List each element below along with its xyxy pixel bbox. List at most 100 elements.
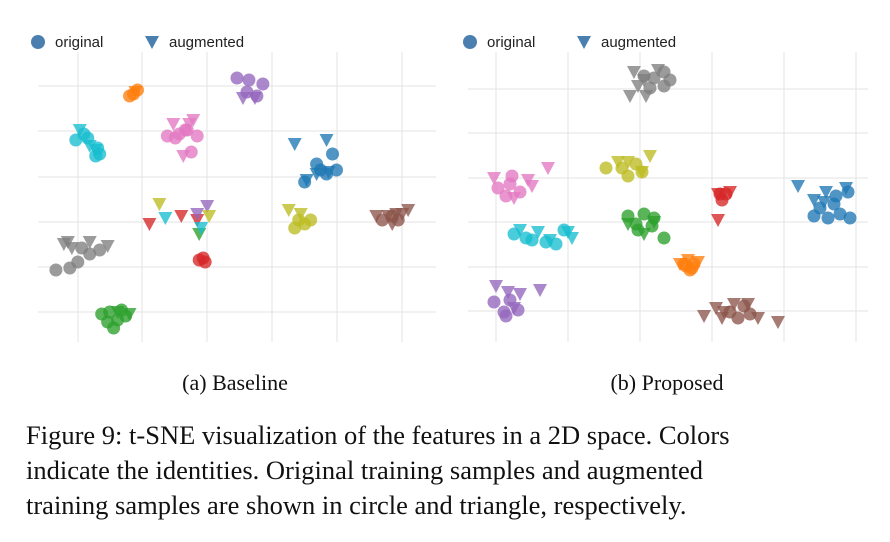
baseline-original-point-g2-4: [107, 321, 121, 335]
baseline-original-point-g1-2: [123, 89, 137, 103]
proposed-original-point-g6-0: [491, 181, 505, 195]
proposed-augmented-point-g7-2: [623, 90, 637, 103]
proposed-original-point-g9-0: [507, 227, 521, 241]
proposed-legend-circle-icon: [463, 35, 477, 49]
baseline-original-point-g2-1: [103, 305, 117, 319]
proposed-augmented-point-g6-0: [487, 172, 501, 185]
proposed-augmented-point-g4-2: [513, 288, 527, 301]
proposed-augmented-point-g8-1: [621, 156, 635, 169]
baseline-augmented-point-g7-4: [60, 236, 75, 249]
baseline-original-point-g8-3: [304, 213, 318, 227]
proposed-original-point-g2-0: [621, 209, 635, 223]
baseline-original-point-g2-6: [115, 303, 129, 317]
baseline-augmented-point-g4-2: [190, 208, 205, 221]
proposed-original-point-g4-0: [487, 295, 501, 309]
proposed-augmented-point-g0-2: [819, 186, 833, 199]
baseline-grid: [38, 52, 436, 342]
proposed-augmented-point-g7-0: [627, 66, 641, 79]
proposed-augmented-point-g8-2: [643, 150, 657, 163]
proposed-legend-original: original: [487, 34, 535, 51]
proposed-original-point-g9-4: [549, 237, 563, 251]
proposed-augmented-point-g4-3: [533, 284, 547, 297]
proposed-augmented-point-g4-1: [501, 286, 515, 299]
proposed-original-point-g0-2: [841, 185, 855, 199]
proposed-original-point-g4-2: [511, 303, 525, 317]
proposed-legend: original augmented: [463, 34, 676, 51]
proposed-original-point-g5-2: [731, 311, 745, 325]
proposed-original-point-g2-5: [629, 217, 643, 231]
baseline-augmented-point-g9-3: [158, 212, 173, 225]
caption-line-2: indicate the identities. Original traini…: [26, 455, 704, 485]
baseline-legend-augmented: augmented: [169, 34, 244, 51]
proposed-augmented-point-g8-0: [611, 156, 625, 169]
baseline-original-point-g4-2: [256, 77, 270, 91]
baseline-augmented-point-g4-3: [200, 200, 215, 213]
baseline-original-point-g4-1: [242, 73, 256, 87]
proposed-augmented-point-g5-6: [771, 316, 785, 329]
proposed-original-point-g6-2: [513, 185, 527, 199]
proposed-original-point-g5-3: [743, 307, 757, 321]
baseline-original-point-g0-3: [330, 163, 343, 177]
proposed-original-point-g2-6: [647, 211, 661, 225]
proposed-augmented-point-g7-5: [631, 80, 645, 93]
proposed-original-point-g2-4: [657, 231, 671, 245]
proposed-original-point-g4-4: [497, 305, 511, 319]
baseline-original-point-g0-4: [314, 163, 328, 177]
baseline-original-point-g6-6: [178, 123, 192, 137]
proposed-original-point-g8-4: [635, 165, 649, 179]
proposed-legend-augmented: augmented: [601, 34, 676, 51]
proposed-original-point-g8-3: [621, 169, 635, 183]
proposed-augmented-point-g5-3: [727, 298, 741, 311]
baseline-augmented-point-g7-3: [100, 240, 115, 253]
baseline-original-point-g7-0: [49, 263, 63, 277]
baseline-augmented-point-g6-3: [186, 114, 201, 127]
subcaption-proposed: (b) Proposed: [610, 370, 723, 395]
baseline-original-point-g6-5: [168, 131, 182, 145]
proposed-grid: [468, 52, 868, 342]
proposed-original-point-g7-5: [657, 79, 671, 93]
proposed-augmented-point-g9-1: [531, 226, 545, 239]
figure-caption: Figure 9: t-SNE visualization of the fea…: [26, 418, 876, 523]
caption-line-1: Figure 9: t-SNE visualization of the fea…: [26, 420, 730, 450]
proposed-augmented-point-g4-0: [489, 280, 503, 293]
baseline-original-point-g5-0: [375, 213, 389, 227]
subcaption-baseline: (a) Baseline: [182, 370, 288, 395]
baseline-augmented-point-g8-2: [152, 198, 167, 211]
baseline-original-point-g5-2: [391, 213, 405, 227]
proposed-original-point-g3-2: [715, 193, 729, 207]
proposed-original-point-g0-3: [829, 189, 843, 203]
proposed-original-point-g2-1: [637, 207, 651, 221]
proposed-original-point-g7-0: [637, 69, 651, 83]
proposed-augmented-point-g0-1: [807, 194, 821, 207]
baseline-legend-circle-icon: [31, 35, 45, 49]
proposed-original-point-g7-1: [647, 71, 661, 85]
panel-baseline: original augmented: [31, 34, 436, 342]
proposed-original-point-g1-4: [683, 263, 697, 277]
proposed-original-point-g0-7: [843, 211, 857, 225]
baseline-augmented-point-g7-2: [82, 236, 97, 249]
proposed-augmented-point-g5-1: [709, 302, 723, 315]
proposed-augmented-point-g0-0: [791, 180, 805, 193]
proposed-original-point-g0-4: [821, 211, 835, 225]
proposed-original-point-g8-0: [599, 161, 613, 175]
baseline-augmented-point-g8-0: [281, 204, 296, 217]
baseline-legend-triangle-icon: [145, 36, 159, 49]
baseline-augmented-point-g0-1: [319, 134, 334, 147]
proposed-original-point-g4-3: [503, 293, 517, 307]
baseline-original-point-g0-5: [326, 147, 340, 161]
baseline-augmented-point-g5-0: [369, 210, 384, 223]
baseline-original-point-g9-4: [77, 127, 91, 141]
baseline-augmented-point-g8-3: [202, 210, 217, 223]
baseline-original-point-g6-4: [184, 145, 198, 159]
proposed-augmented-point-g5-0: [697, 310, 711, 323]
baseline-legend-original: original: [55, 34, 103, 51]
panel-proposed: original augmented: [463, 34, 868, 342]
proposed-original-point-g0-6: [807, 209, 821, 223]
baseline-augmented-point-g5-3: [401, 204, 416, 217]
baseline-points: [49, 71, 416, 335]
proposed-augmented-point-g3-2: [711, 214, 725, 227]
baseline-augmented-point-g3-0: [142, 218, 157, 231]
caption-line-3: training samples are shown in circle and…: [26, 490, 687, 520]
proposed-augmented-point-g6-4: [541, 162, 555, 175]
proposed-augmented-point-g9-0: [513, 224, 527, 237]
